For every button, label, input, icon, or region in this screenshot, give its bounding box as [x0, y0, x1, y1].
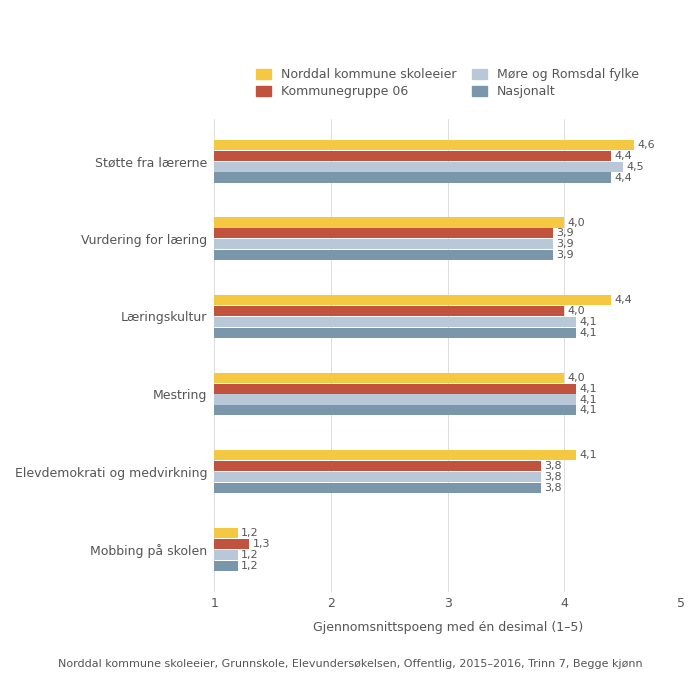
Text: 1,2: 1,2	[241, 560, 259, 571]
Text: 4,1: 4,1	[580, 317, 597, 327]
Text: 1,2: 1,2	[241, 550, 259, 560]
Text: 3,9: 3,9	[556, 250, 574, 260]
Text: 4,1: 4,1	[580, 395, 597, 404]
Text: 1,2: 1,2	[241, 528, 259, 538]
Text: 3,9: 3,9	[556, 239, 574, 249]
Bar	[214, 218, 564, 228]
Bar	[214, 172, 611, 183]
Text: 4,4: 4,4	[615, 172, 632, 183]
Bar	[214, 151, 611, 161]
Text: 4,0: 4,0	[568, 218, 585, 228]
Text: 4,1: 4,1	[580, 384, 597, 393]
X-axis label: Gjennomsnittspoeng med én desimal (1–5): Gjennomsnittspoeng med én desimal (1–5)	[313, 621, 583, 634]
Text: 4,5: 4,5	[626, 162, 644, 172]
Bar	[214, 317, 576, 327]
Bar	[214, 539, 249, 549]
Bar	[214, 140, 634, 150]
Bar	[214, 372, 564, 383]
Bar	[214, 328, 576, 338]
Text: 4,4: 4,4	[615, 151, 632, 161]
Text: 4,0: 4,0	[568, 372, 585, 383]
Bar	[214, 250, 553, 260]
Bar	[214, 450, 576, 460]
Text: 4,1: 4,1	[580, 328, 597, 338]
Bar	[214, 550, 238, 560]
Text: 3,9: 3,9	[556, 228, 574, 239]
Text: 4,0: 4,0	[568, 306, 585, 316]
Bar	[214, 295, 611, 305]
Bar	[214, 228, 553, 239]
Bar	[214, 383, 576, 393]
Bar	[214, 560, 238, 571]
Bar	[214, 461, 541, 471]
Legend: Norddal kommune skoleeier, Kommunegruppe 06, Møre og Romsdal fylke, Nasjonalt: Norddal kommune skoleeier, Kommunegruppe…	[256, 68, 639, 98]
Text: Norddal kommune skoleeier, Grunnskole, Elevundersøkelsen, Offentlig, 2015–2016, : Norddal kommune skoleeier, Grunnskole, E…	[57, 659, 643, 669]
Text: 4,1: 4,1	[580, 406, 597, 415]
Text: 4,4: 4,4	[615, 295, 632, 305]
Text: 3,8: 3,8	[545, 461, 562, 471]
Bar	[214, 528, 238, 538]
Bar	[214, 306, 564, 316]
Bar	[214, 395, 576, 404]
Bar	[214, 239, 553, 249]
Text: 4,6: 4,6	[638, 140, 655, 150]
Text: 4,1: 4,1	[580, 450, 597, 460]
Text: 1,3: 1,3	[253, 539, 270, 549]
Bar	[214, 483, 541, 493]
Text: 3,8: 3,8	[545, 483, 562, 493]
Bar	[214, 406, 576, 416]
Bar	[214, 162, 623, 172]
Bar	[214, 472, 541, 482]
Text: 3,8: 3,8	[545, 472, 562, 482]
